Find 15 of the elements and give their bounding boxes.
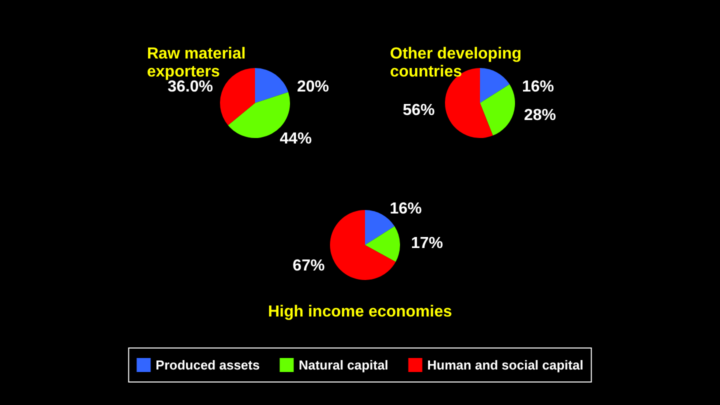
- data-label: 16%: [390, 200, 422, 218]
- legend-label: Natural capital: [298, 358, 388, 372]
- legend-label: Human and social capital: [427, 358, 584, 372]
- data-label: 36.0%: [168, 78, 213, 96]
- data-label: 16%: [522, 78, 554, 96]
- chart-title: Other developing countries: [390, 46, 522, 80]
- legend-label: Produced assets: [156, 358, 260, 372]
- data-label: 44%: [280, 130, 312, 148]
- data-label: 56%: [402, 102, 435, 120]
- data-label: 17%: [410, 235, 444, 252]
- data-label: 28%: [524, 107, 556, 124]
- data-label: 67%: [292, 257, 325, 274]
- data-label: 20%: [297, 78, 330, 96]
- chart-title: Raw material exporters: [147, 46, 246, 80]
- text: High income economies: [268, 304, 452, 320]
